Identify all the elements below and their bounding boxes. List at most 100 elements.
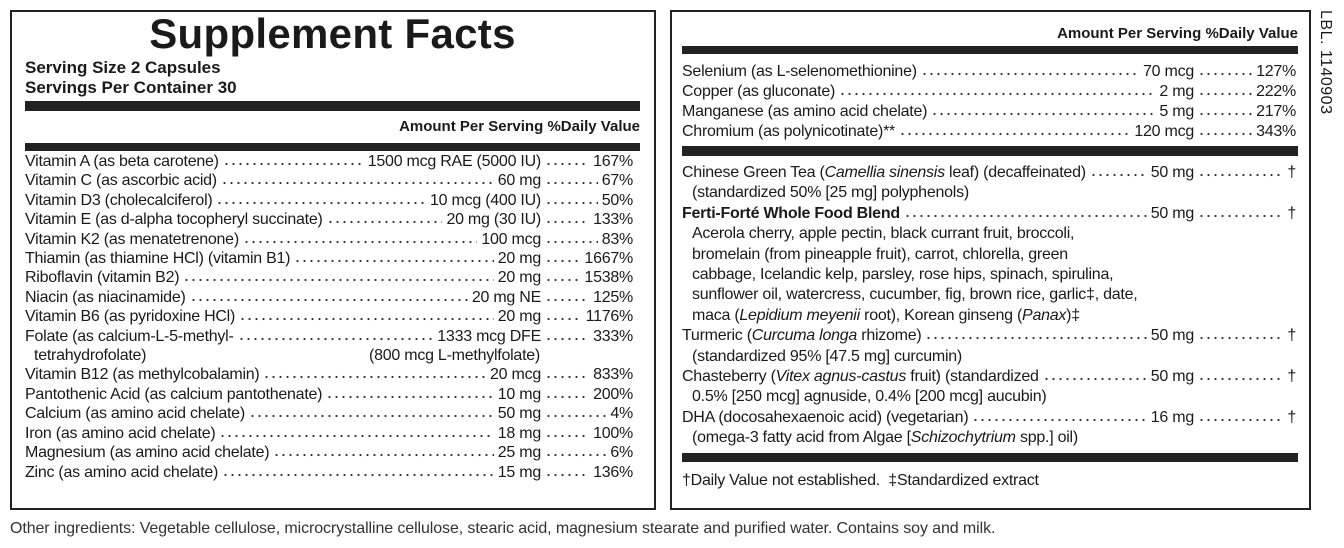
leader-dots (222, 466, 494, 477)
daily-value: 200% (593, 385, 633, 403)
ingredient-name: Ferti-Forté Whole Food Blend (682, 204, 900, 224)
column-header: Amount Per Serving %Daily Value (25, 118, 640, 135)
nutrient-row: Vitamin E (as d-alpha tocopheryl succina… (25, 210, 633, 229)
amount: 10 mcg (400 IU) (430, 191, 541, 209)
leader-dots (239, 311, 494, 322)
text-segment: sunflower oil, watercress, cucumber, fig… (692, 286, 1138, 304)
leader-dots (294, 253, 494, 264)
leader-dots (1198, 207, 1284, 218)
dv-cell: 200% (541, 385, 633, 404)
amount: (800 mcg L-methylfolate) (369, 347, 540, 365)
nutrient-name: Selenium (as L-selenomethionine) (682, 63, 917, 80)
column-header: Amount Per Serving %Daily Value (682, 25, 1298, 42)
nutrient-row: Riboflavin (vitamin B2) 20 mg 1538% (25, 268, 633, 287)
nutrient-name: Vitamin A (as beta carotene) (25, 153, 219, 170)
leader-dots (219, 427, 494, 438)
ingredient-detail: (omega-3 fatty acid from Algae [Schizoch… (682, 428, 1296, 448)
ingredient-detail: maca (Lepidium meyenii root), Korean gin… (682, 306, 1296, 326)
nutrient-row: Ferti-Forté Whole Food Blend 50 mg † (682, 204, 1296, 224)
daily-value: † (1287, 204, 1296, 222)
daily-value: 127% (1256, 63, 1296, 80)
leader-dots (1198, 106, 1253, 116)
amount: 25 mg (497, 444, 541, 462)
amount: 50 mg (497, 405, 541, 423)
right-panel (670, 10, 1311, 510)
dv-cell: 83% (541, 230, 633, 249)
title: Supplement Facts (149, 10, 516, 57)
ingredient-detail: Acerola cherry, apple pectin, black curr… (682, 224, 1296, 244)
dv-cell: 1538% (541, 268, 633, 287)
daily-value: 1667% (584, 250, 633, 268)
leader-dots (183, 272, 494, 283)
leader-dots (545, 330, 590, 341)
nutrient-name: Niacin (as niacinamide) (25, 288, 186, 306)
leader-dots (273, 447, 494, 458)
daily-value: 125% (593, 288, 633, 306)
nutrient-name: Calcium (as amino acid chelate) (25, 405, 245, 423)
ingredient-detail: (standardized 50% [25 mg] polyphenols) (682, 183, 1296, 203)
text-segment: Curcuma longa (751, 327, 858, 345)
leader-dots (931, 106, 1156, 116)
ingredient-detail: (standardized 95% [47.5 mg] curcumin) (682, 347, 1296, 367)
leader-dots (263, 369, 487, 380)
daily-value: 100% (593, 424, 633, 442)
text-segment: 0.5% [250 mcg] agnuside, 0.4% [200 mcg] … (692, 388, 1047, 406)
nutrient-row: Iron (as amino acid chelate) 18 mg 100% (25, 424, 633, 443)
dv-cell: 133% (541, 210, 633, 229)
text-segment: Camellia sinensis (824, 164, 946, 181)
daily-value: † (1287, 164, 1296, 181)
dv-cell: † (1194, 326, 1296, 346)
leader-dots (545, 466, 590, 477)
text-segment: leaf) (decaffeinated) (944, 164, 1086, 181)
daily-value: 833% (593, 366, 633, 384)
nutrient-name: Manganese (as amino acid chelate) (682, 103, 928, 120)
nutrient-name: Thiamin (as thiamine HCl) (vitamin B1) (25, 250, 291, 268)
nutrient-row: Vitamin A (as beta carotene) 1500 mcg RAE… (25, 152, 633, 171)
leader-dots (216, 194, 427, 205)
text-segment: DHA (docosahexaenoic acid) (vegetarian) (682, 408, 969, 426)
daily-value: 217% (1256, 103, 1296, 120)
daily-value: 167% (593, 153, 633, 170)
leader-dots (545, 194, 598, 205)
serving-size: Serving Size 2 Capsules (25, 58, 221, 77)
dv-header: %Daily Value (1205, 25, 1298, 42)
leader-dots (903, 207, 1147, 218)
nutrient-name: Vitamin D3 (cholecalciferol) (25, 191, 213, 209)
daily-value: † (1287, 368, 1296, 386)
nutrient-name: Vitamin B6 (as pyridoxine HCl) (25, 308, 236, 326)
text-segment: root), Korean ginseng ( (859, 306, 1023, 324)
ingredient-name: DHA (docosahexaenoic acid) (vegetarian) (682, 408, 968, 428)
amount: 2 mg (1159, 83, 1194, 100)
leader-dots (545, 253, 581, 264)
nutrient-row: Calcium (as amino acid chelate) 50 mg 4% (25, 404, 633, 423)
dv-cell: 67% (541, 171, 633, 190)
nutrient-row: Chasteberry (Vitex agnus-castus fruit) (… (682, 367, 1296, 387)
nutrient-row: Vitamin B6 (as pyridoxine HCl) 20 mg 1176% (25, 307, 633, 326)
dv-cell: 50% (541, 191, 633, 210)
dv-cell: 1667% (541, 249, 633, 268)
nutrient-row: Turmeric (Curcuma longa rhizome) 50 mg † (682, 326, 1296, 346)
daily-value: 67% (601, 172, 634, 190)
nutrient-row: Vitamin B12 (as methylcobalamin) 20 mcg 83… (25, 365, 633, 384)
text-segment: Chasteberry ( (682, 368, 776, 386)
nutrient-name: Copper (as gluconate) (682, 83, 836, 100)
divider (682, 453, 1298, 462)
amount-header: Amount Per Serving (399, 118, 544, 135)
text-segment: spp.] oil) (1015, 429, 1078, 447)
amount: 50 mg (1150, 327, 1194, 345)
leader-dots (1198, 330, 1284, 341)
text-segment: Panax (1022, 306, 1067, 324)
daily-value: 4% (610, 405, 633, 423)
amount: 70 mcg (1143, 63, 1194, 80)
daily-value: 83% (601, 230, 634, 248)
nutrient-row: Magnesium (as amino acid chelate) 25 mg 6% (25, 443, 633, 462)
leader-dots (1198, 126, 1253, 136)
amount: 20 mg NE (471, 288, 541, 306)
text-segment: bromelain (from pineapple fruit), carrot… (692, 245, 1068, 263)
nutrient-name: tetrahydrofolate) (34, 347, 147, 365)
daily-value: 1538% (584, 269, 633, 287)
daily-value: 50% (601, 191, 634, 209)
leader-dots (326, 214, 443, 225)
nutrient-row: Thiamin (as thiamine HCl) (vitamin B1) 20… (25, 249, 633, 268)
